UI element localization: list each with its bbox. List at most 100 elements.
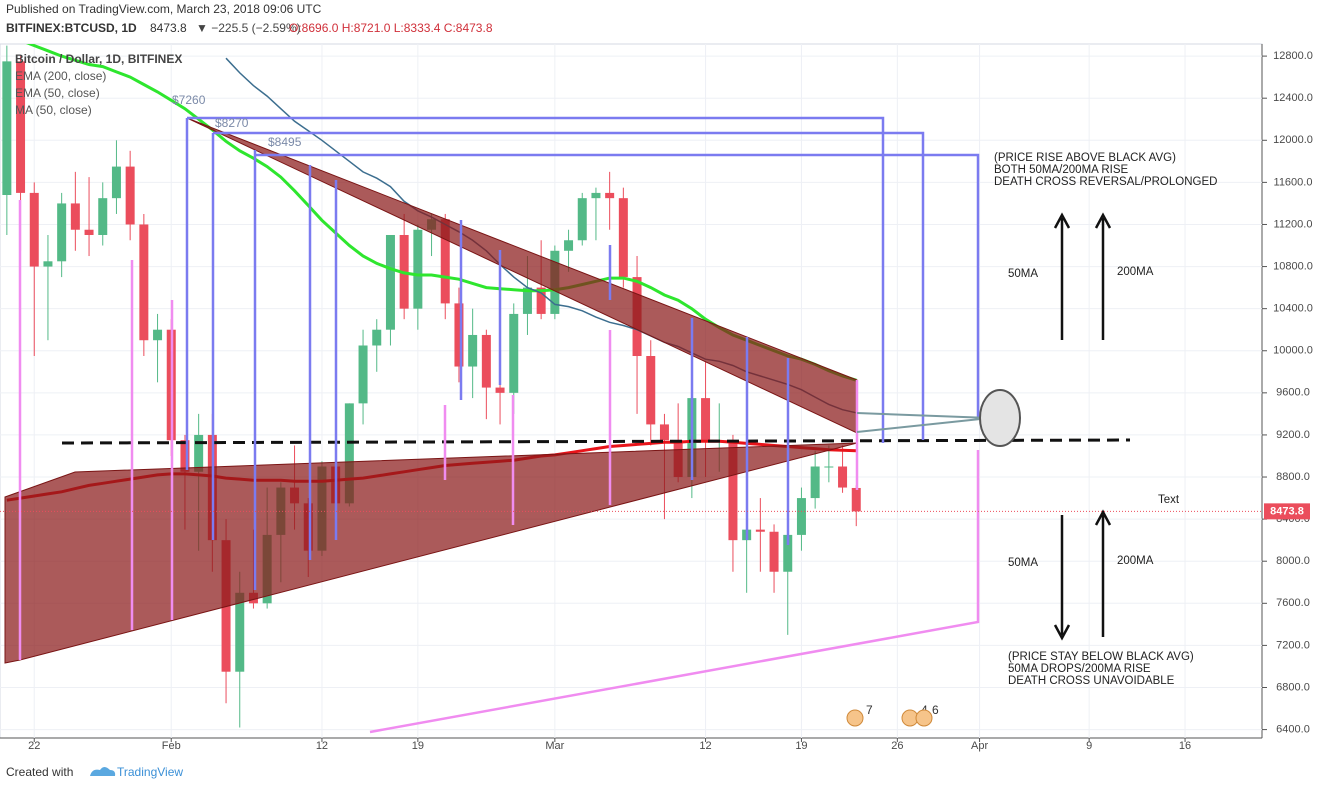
candle-body bbox=[180, 440, 190, 472]
candle-body bbox=[385, 234, 395, 330]
y-tick-label: 11600.0 bbox=[1274, 176, 1313, 188]
note: 50MA DROPS/200MA RISE bbox=[1008, 663, 1151, 675]
published: Published on TradingView.com, March 23, … bbox=[6, 2, 322, 16]
change: ▼ −225.5 (−2.59%) bbox=[196, 21, 301, 35]
x-tick-label: 9 bbox=[1086, 740, 1092, 752]
y-tick-label: 9600.0 bbox=[1276, 387, 1310, 399]
candle-body bbox=[235, 592, 245, 672]
y-tick-label: 10800.0 bbox=[1273, 260, 1313, 272]
y-tick-label: 9200.0 bbox=[1276, 429, 1310, 441]
candle-body bbox=[344, 403, 354, 504]
grey-line bbox=[856, 417, 991, 433]
x-tick-label: Feb bbox=[162, 740, 181, 752]
note: 50MA bbox=[1008, 557, 1038, 569]
quote: O:8696.0 H:8721.0 L:8333.4 C:8473.8 bbox=[289, 21, 493, 35]
candle-body bbox=[755, 529, 765, 532]
symbol: BITFINEX:BTCUSD, 1D bbox=[6, 21, 137, 35]
candle-body bbox=[2, 61, 12, 196]
last-price-label: 8473.8 bbox=[1270, 505, 1304, 517]
price-note: $7260 bbox=[172, 93, 206, 107]
event-count: 7 bbox=[866, 703, 873, 717]
candle-body bbox=[769, 531, 779, 572]
candle-body bbox=[16, 61, 26, 193]
footer-brand[interactable]: TradingView bbox=[117, 765, 183, 779]
y-tick-label: 10000.0 bbox=[1273, 345, 1313, 357]
level-lines bbox=[187, 116, 980, 443]
candle-body bbox=[659, 424, 669, 441]
candle-body bbox=[646, 356, 656, 425]
event-icon[interactable] bbox=[846, 709, 864, 727]
x-tick-label: 19 bbox=[795, 740, 807, 752]
candle-body bbox=[783, 534, 793, 572]
candle-body bbox=[43, 261, 53, 267]
candle-body bbox=[728, 440, 738, 541]
candle-body bbox=[509, 313, 519, 393]
note: (PRICE RISE ABOVE BLACK AVG) bbox=[994, 152, 1176, 164]
last-price-box bbox=[1264, 503, 1310, 520]
note: DEATH CROSS REVERSAL/PROLONGED bbox=[994, 176, 1217, 188]
candle-body bbox=[536, 287, 546, 314]
candle-body bbox=[564, 240, 574, 251]
footer-created: Created with bbox=[6, 765, 73, 779]
vertical-lines bbox=[185, 118, 790, 590]
candle-body bbox=[125, 166, 135, 225]
black-avg bbox=[61, 438, 1131, 445]
candle-body bbox=[810, 466, 820, 499]
candle-body bbox=[139, 224, 149, 341]
note: Text bbox=[1158, 494, 1180, 506]
x-tick-label: 26 bbox=[891, 740, 903, 752]
candle-body bbox=[618, 198, 628, 278]
annotations: $7260 $8270 $8495 (PRICE RISE ABOVE BLAC… bbox=[172, 93, 1217, 687]
candle-body bbox=[372, 329, 382, 346]
logo bbox=[90, 767, 116, 776]
candle-body bbox=[591, 192, 601, 199]
x-tick-label: 12 bbox=[316, 740, 328, 752]
y-tick-label: 6800.0 bbox=[1276, 681, 1310, 693]
candle-body bbox=[468, 334, 478, 367]
ellipse bbox=[979, 389, 1021, 447]
x-tick-label: 16 bbox=[1179, 740, 1191, 752]
event-icon[interactable] bbox=[915, 709, 933, 727]
y-tick-label: 8800.0 bbox=[1276, 471, 1310, 483]
y-tick-label: 11200.0 bbox=[1274, 218, 1313, 230]
y-tick-label: 7200.0 bbox=[1276, 639, 1310, 651]
candle-body bbox=[111, 166, 121, 199]
y-tick-label: 12800.0 bbox=[1273, 50, 1313, 62]
wedge bbox=[4, 442, 858, 664]
candle-body bbox=[522, 287, 532, 314]
chart-title: Bitcoin / Dollar, 1D, BITFINEX bbox=[15, 52, 182, 66]
drawings bbox=[4, 116, 1131, 734]
note: 50MA bbox=[1008, 268, 1038, 280]
candle-body bbox=[481, 334, 491, 388]
candle-body bbox=[358, 345, 368, 404]
x-tick-label: 19 bbox=[412, 740, 424, 752]
last-price: 8473.8 bbox=[150, 21, 187, 35]
candle-body bbox=[57, 203, 67, 262]
candle-body bbox=[851, 487, 861, 512]
price-note: $8270 bbox=[215, 116, 249, 130]
candle-body bbox=[701, 398, 711, 441]
candle-body bbox=[824, 466, 834, 468]
indicators bbox=[6, 44, 857, 502]
note: (PRICE STAY BELOW BLACK AVG) bbox=[1008, 651, 1194, 663]
candle-body bbox=[84, 229, 94, 235]
grey-line bbox=[856, 412, 991, 419]
candle-body bbox=[495, 387, 505, 393]
channel bbox=[186, 117, 858, 434]
grid: 6400.06800.07200.07600.08000.08400.08800… bbox=[0, 44, 1313, 752]
events: 7 4 6 bbox=[846, 703, 939, 727]
pink-lines bbox=[18, 200, 980, 734]
legend-entry: EMA (200, close) bbox=[15, 69, 106, 83]
candle-body bbox=[70, 203, 80, 230]
y-tick-label: 12000.0 bbox=[1273, 134, 1313, 146]
note: BOTH 50MA/200MA RISE bbox=[994, 164, 1129, 176]
candle-body bbox=[98, 198, 108, 235]
x-tick-label: 12 bbox=[699, 740, 711, 752]
candle-body bbox=[577, 198, 587, 241]
candle-body bbox=[440, 219, 450, 304]
y-tick-label: 7600.0 bbox=[1276, 597, 1310, 609]
legend-entry: EMA (50, close) bbox=[15, 86, 100, 100]
arrows bbox=[1053, 212, 1112, 641]
candle-body bbox=[153, 329, 163, 341]
